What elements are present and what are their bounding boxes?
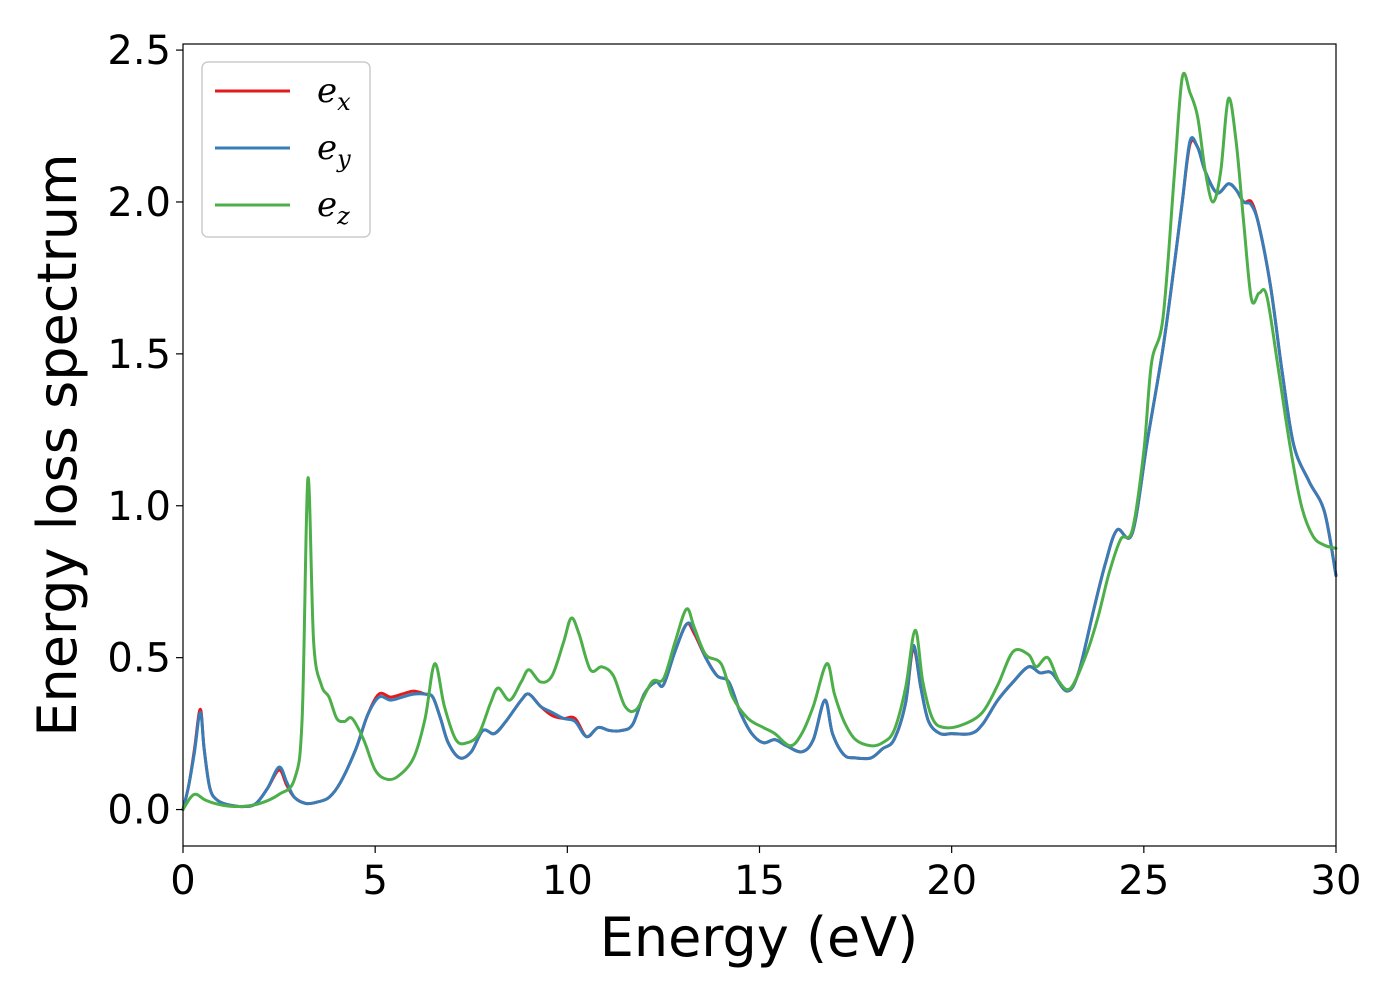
x-tick-label: 15 bbox=[734, 858, 785, 904]
x-axis-title: Energy (eV) bbox=[600, 906, 919, 969]
y-tick-label: 0.0 bbox=[107, 788, 171, 834]
x-tick-label: 25 bbox=[1118, 858, 1169, 904]
x-tick-label: 20 bbox=[926, 858, 977, 904]
x-tick-label: 10 bbox=[542, 858, 593, 904]
legend-label-x: ex bbox=[317, 71, 351, 116]
series-line-y bbox=[181, 136, 1338, 812]
y-tick-label: 2.0 bbox=[107, 180, 171, 226]
y-tick-label: 1.0 bbox=[107, 484, 171, 530]
x-axis: 0 5 10 15 20 25 30 bbox=[170, 846, 1361, 904]
y-axis: 0.0 0.5 1.0 1.5 2.0 2.5 bbox=[107, 28, 183, 834]
y-tick-label: 2.5 bbox=[107, 28, 171, 74]
series-line-z bbox=[181, 71, 1338, 812]
y-tick-label: 0.5 bbox=[107, 636, 171, 682]
x-tick-label: 5 bbox=[362, 858, 387, 904]
x-tick-label: 0 bbox=[170, 858, 195, 904]
legend: ex ey ez bbox=[201, 61, 371, 238]
legend-label-y: ey bbox=[317, 128, 351, 173]
x-tick-label: 30 bbox=[1311, 858, 1362, 904]
series-layer bbox=[181, 71, 1338, 812]
legend-label-z: ez bbox=[317, 185, 350, 230]
y-axis-title: Energy loss spectrum bbox=[26, 153, 89, 736]
y-tick-label: 1.5 bbox=[107, 332, 171, 378]
